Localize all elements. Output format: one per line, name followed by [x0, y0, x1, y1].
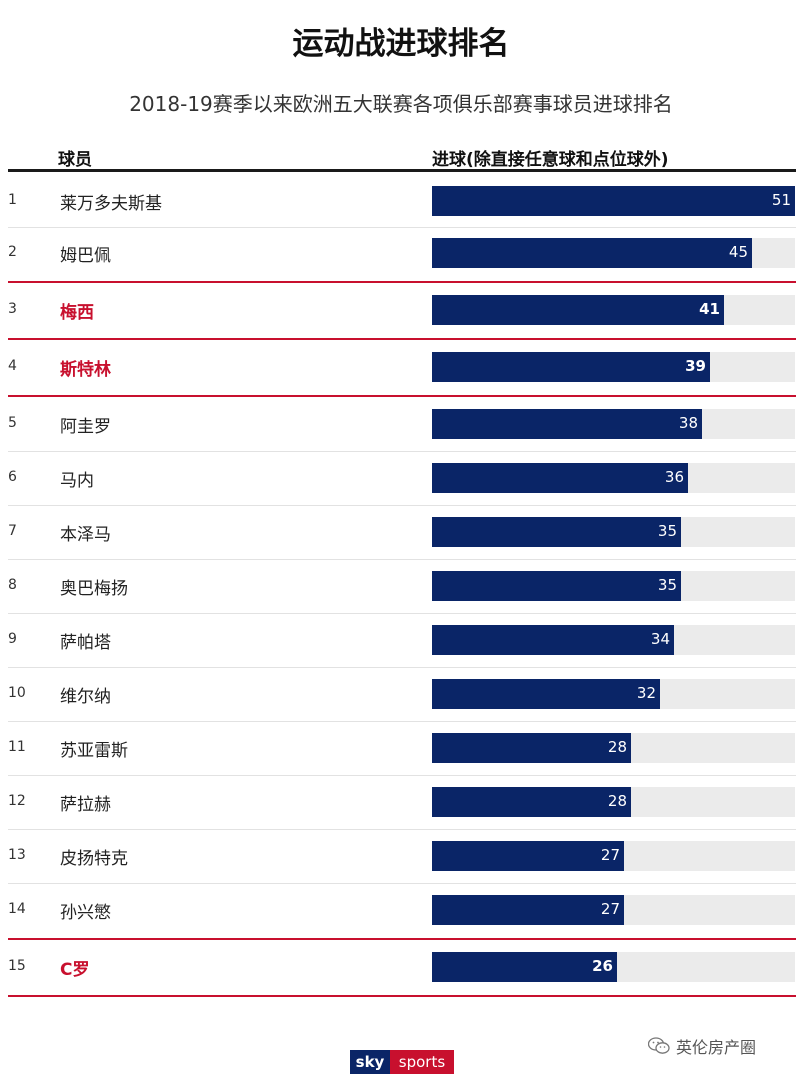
- bar-value-label: 36: [664, 468, 684, 486]
- row-divider: [8, 667, 796, 668]
- bar: [432, 841, 624, 871]
- row-player-name: 本泽马: [60, 525, 111, 545]
- sky-sports-logo: sky sports: [350, 1050, 454, 1074]
- watermark-text: 英伦房产圈: [676, 1038, 757, 1057]
- bar-value-label: 45: [728, 243, 748, 261]
- bar-value-label: 34: [650, 630, 670, 648]
- bar-value-label: 27: [600, 846, 620, 864]
- logo-sky-text: sky: [350, 1050, 390, 1074]
- row-rank: 3: [8, 301, 17, 317]
- row-player-name: C罗: [60, 960, 90, 980]
- bar: [432, 733, 631, 763]
- bar: [432, 238, 752, 268]
- column-header-goals: 进球(除直接任意球和点位球外): [432, 150, 669, 170]
- watermark: 英伦房产圈: [648, 1034, 756, 1058]
- bar: [432, 409, 702, 439]
- bar-value-label: 41: [699, 300, 720, 318]
- bar: [432, 895, 624, 925]
- row-player-name: 皮扬特克: [60, 849, 128, 869]
- row-rank: 8: [8, 577, 17, 593]
- bar-value-label: 35: [657, 522, 677, 540]
- row-player-name: 奥巴梅扬: [60, 579, 128, 599]
- row-divider: [8, 775, 796, 776]
- bar-value-label: 28: [607, 738, 627, 756]
- bar: [432, 571, 681, 601]
- row-rank: 7: [8, 523, 17, 539]
- wechat-icon: [648, 1037, 670, 1054]
- row-divider: [8, 829, 796, 830]
- row-player-name: 阿圭罗: [60, 417, 111, 437]
- bar: [432, 787, 631, 817]
- bar: [432, 517, 681, 547]
- row-divider: [8, 613, 796, 614]
- column-header-player: 球员: [58, 150, 92, 170]
- bar-value-label: 32: [636, 684, 656, 702]
- bar-value-label: 38: [678, 414, 698, 432]
- row-rank: 13: [8, 847, 26, 863]
- row-rank: 6: [8, 469, 17, 485]
- row-rank: 10: [8, 685, 26, 701]
- row-player-name: 姆巴佩: [60, 246, 111, 266]
- row-rank: 12: [8, 793, 26, 809]
- row-divider: [8, 227, 796, 228]
- bar: [432, 463, 688, 493]
- row-player-name: 马内: [60, 471, 94, 491]
- bar-value-label: 35: [657, 576, 677, 594]
- row-rank: 11: [8, 739, 26, 755]
- row-rank: 14: [8, 901, 26, 917]
- highlight-rule: [8, 338, 796, 340]
- row-divider: [8, 451, 796, 452]
- row-player-name: 梅西: [60, 303, 94, 323]
- row-player-name: 萨帕塔: [60, 633, 111, 653]
- bar: [432, 625, 674, 655]
- bar: [432, 186, 795, 216]
- chart-title: 运动战进球排名: [292, 26, 510, 62]
- row-player-name: 苏亚雷斯: [60, 741, 128, 761]
- row-rank: 5: [8, 415, 17, 431]
- row-divider: [8, 721, 796, 722]
- highlight-rule: [8, 395, 796, 397]
- row-player-name: 孙兴慜: [60, 903, 111, 923]
- bar-value-label: 28: [607, 792, 627, 810]
- bar: [432, 679, 660, 709]
- row-rank: 1: [8, 192, 17, 208]
- bar: [432, 295, 724, 325]
- bar: [432, 952, 617, 982]
- row-divider: [8, 505, 796, 506]
- logo-sports-text: sports: [390, 1050, 454, 1074]
- highlight-rule: [8, 995, 796, 997]
- row-divider: [8, 883, 796, 884]
- bar: [432, 352, 710, 382]
- row-player-name: 萨拉赫: [60, 795, 111, 815]
- row-divider: [8, 559, 796, 560]
- row-player-name: 莱万多夫斯基: [60, 194, 162, 214]
- row-player-name: 斯特林: [60, 360, 111, 380]
- chart-subtitle: 2018-19赛季以来欧洲五大联赛各项俱乐部赛事球员进球排名: [129, 92, 673, 116]
- row-rank: 4: [8, 358, 17, 374]
- bar-value-label: 39: [685, 357, 706, 375]
- row-player-name: 维尔纳: [60, 687, 111, 707]
- row-rank: 15: [8, 958, 26, 974]
- header-rule: [8, 169, 796, 172]
- bar-value-label: 27: [600, 900, 620, 918]
- row-rank: 9: [8, 631, 17, 647]
- row-rank: 2: [8, 244, 17, 260]
- highlight-rule: [8, 938, 796, 940]
- bar-value-label: 51: [771, 191, 791, 209]
- highlight-rule: [8, 281, 796, 283]
- bar-value-label: 26: [592, 957, 613, 975]
